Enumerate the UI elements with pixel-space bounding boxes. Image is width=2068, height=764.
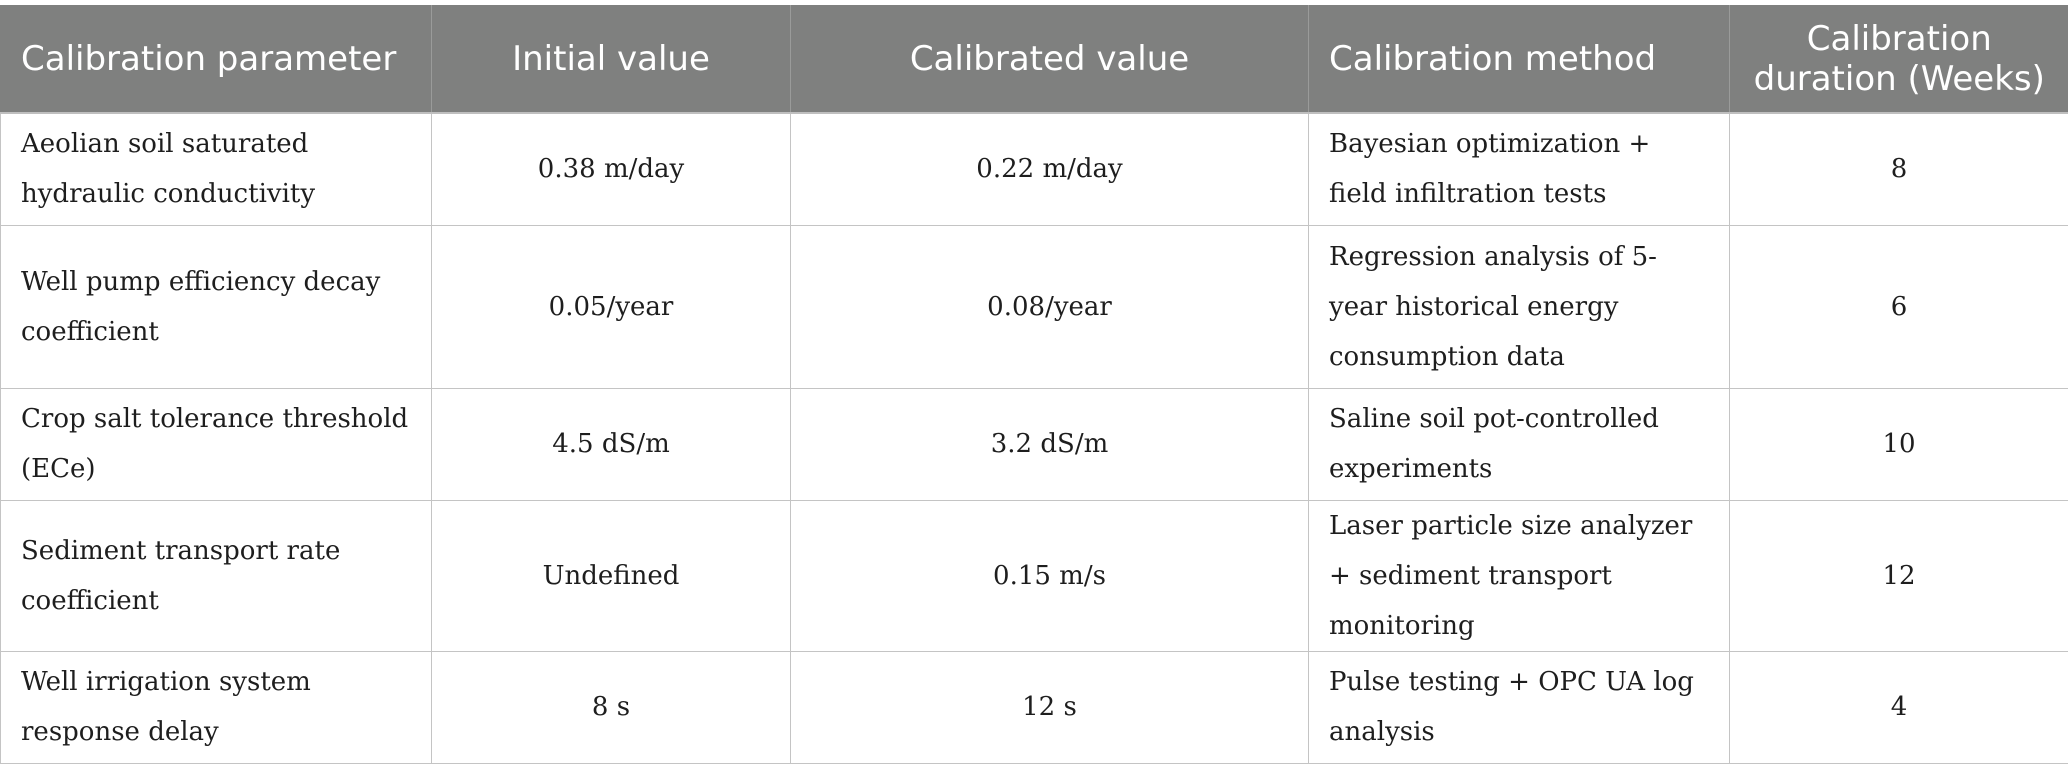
cell-parameter: Sediment transport rate coefficient: [1, 500, 432, 651]
header-calibrated-value: Calibrated value: [791, 5, 1309, 113]
header-initial-value: Initial value: [432, 5, 791, 113]
header-calibration-method: Calibration method: [1309, 5, 1730, 113]
table-body: Aeolian soil saturated hydraulic conduct…: [1, 113, 2068, 763]
cell-initial-value: 0.38 m/day: [432, 113, 791, 225]
cell-initial-value: 0.05/year: [432, 225, 791, 388]
cell-initial-value: 4.5 dS/m: [432, 388, 791, 500]
cell-method: Regression analysis of 5-year historical…: [1309, 225, 1730, 388]
table-row: Sediment transport rate coefficient Unde…: [1, 500, 2068, 651]
header-calibration-parameter: Calibration parameter: [1, 5, 432, 113]
cell-duration: 12: [1730, 500, 2068, 651]
cell-method: Pulse testing + OPC UA log analysis: [1309, 651, 1730, 763]
cell-method: Saline soil pot-controlled experiments: [1309, 388, 1730, 500]
cell-parameter: Crop salt tolerance threshold (ECe): [1, 388, 432, 500]
calibration-table: Calibration parameter Initial value Cali…: [0, 5, 2068, 764]
cell-parameter: Well pump efficiency decay coefficient: [1, 225, 432, 388]
calibration-table-container: Calibration parameter Initial value Cali…: [0, 5, 2068, 764]
table-row: Crop salt tolerance threshold (ECe) 4.5 …: [1, 388, 2068, 500]
cell-calibrated-value: 0.15 m/s: [791, 500, 1309, 651]
table-row: Well irrigation system response delay 8 …: [1, 651, 2068, 763]
cell-calibrated-value: 0.22 m/day: [791, 113, 1309, 225]
header-calibration-duration: Calibration duration (Weeks): [1730, 5, 2068, 113]
cell-parameter: Well irrigation system response delay: [1, 651, 432, 763]
table-row: Well pump efficiency decay coefficient 0…: [1, 225, 2068, 388]
table-row: Aeolian soil saturated hydraulic conduct…: [1, 113, 2068, 225]
cell-parameter: Aeolian soil saturated hydraulic conduct…: [1, 113, 432, 225]
cell-duration: 4: [1730, 651, 2068, 763]
cell-initial-value: Undefined: [432, 500, 791, 651]
cell-method: Laser particle size analyzer + sediment …: [1309, 500, 1730, 651]
cell-method: Bayesian optimization + field infiltrati…: [1309, 113, 1730, 225]
cell-initial-value: 8 s: [432, 651, 791, 763]
table-header: Calibration parameter Initial value Cali…: [1, 5, 2068, 113]
header-row: Calibration parameter Initial value Cali…: [1, 5, 2068, 113]
cell-duration: 8: [1730, 113, 2068, 225]
cell-calibrated-value: 0.08/year: [791, 225, 1309, 388]
cell-calibrated-value: 3.2 dS/m: [791, 388, 1309, 500]
cell-duration: 10: [1730, 388, 2068, 500]
cell-calibrated-value: 12 s: [791, 651, 1309, 763]
cell-duration: 6: [1730, 225, 2068, 388]
